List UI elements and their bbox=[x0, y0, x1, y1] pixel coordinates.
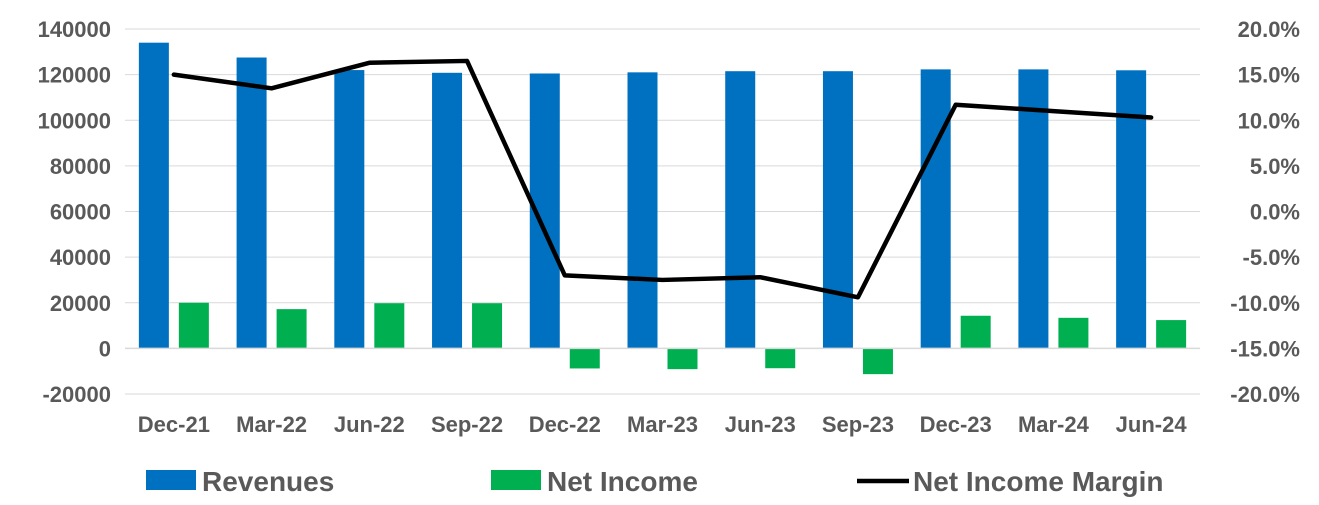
left-axis-ticks: -20000 0 20000 40000 60000 80000 100000 120000 1… bbox=[38, 17, 111, 407]
category-tick-label: Mar-24 bbox=[1018, 412, 1090, 437]
bar-revenues-dec-23 bbox=[920, 69, 951, 349]
bar-series bbox=[138, 42, 1187, 375]
left-tick-label: 80000 bbox=[50, 154, 111, 179]
category-tick-label: Dec-22 bbox=[529, 412, 601, 437]
left-tick-label: 40000 bbox=[50, 245, 111, 270]
bar-revenues-mar-23 bbox=[627, 72, 658, 349]
bar-net-income-jun-24 bbox=[1156, 320, 1187, 349]
category-tick-label: Mar-22 bbox=[236, 412, 307, 437]
category-tick-label: Dec-23 bbox=[920, 412, 992, 437]
line-series bbox=[171, 58, 1154, 300]
line-net-income-margin bbox=[171, 58, 1154, 300]
bar-net-income-mar-23 bbox=[667, 348, 698, 370]
left-tick-label: 140000 bbox=[38, 17, 111, 42]
left-tick-label: 60000 bbox=[50, 200, 111, 225]
bar-net-income-jun-22 bbox=[374, 303, 405, 349]
bar-net-income-mar-22 bbox=[276, 309, 307, 349]
gridlines bbox=[125, 28, 1200, 395]
bar-revenues-sep-23 bbox=[822, 71, 853, 349]
left-tick-label: 0 bbox=[99, 336, 111, 361]
category-tick-label: Jun-24 bbox=[1116, 412, 1188, 437]
right-tick-label: -15.0% bbox=[1230, 336, 1300, 361]
left-tick-label: 20000 bbox=[50, 291, 111, 316]
bar-net-income-mar-24 bbox=[1058, 317, 1089, 349]
category-tick-label: Jun-22 bbox=[334, 412, 405, 437]
category-axis-ticks: Dec-21 Mar-22 Jun-22 Sep-22 Dec-22 Mar-23 Jun-… bbox=[138, 412, 1188, 437]
legend-swatch-net-income bbox=[491, 470, 541, 490]
bar-net-income-jun-23 bbox=[765, 348, 796, 369]
legend-label-revenues: Revenues bbox=[202, 466, 334, 497]
category-tick-label: Sep-23 bbox=[822, 412, 894, 437]
bar-revenues-sep-22 bbox=[432, 72, 463, 349]
legend-label-net-income: Net Income bbox=[547, 466, 698, 497]
right-tick-label: 10.0% bbox=[1238, 108, 1300, 133]
right-tick-label: -10.0% bbox=[1230, 291, 1300, 316]
bar-net-income-sep-23 bbox=[862, 348, 893, 375]
bar-net-income-dec-22 bbox=[569, 348, 600, 369]
bar-revenues-jun-22 bbox=[334, 70, 365, 349]
right-tick-label: -20.0% bbox=[1230, 382, 1300, 407]
legend-swatch-revenues bbox=[146, 470, 196, 490]
right-tick-label: 5.0% bbox=[1250, 154, 1300, 179]
right-tick-label: -5.0% bbox=[1243, 245, 1300, 270]
right-axis-ticks: -20.0% -15.0% -10.0% -5.0% 0.0% 5.0% 10.0% 15.0… bbox=[1230, 17, 1300, 407]
left-tick-label: 120000 bbox=[38, 63, 111, 88]
bar-revenues-mar-22 bbox=[236, 57, 267, 349]
category-tick-label: Sep-22 bbox=[431, 412, 503, 437]
right-tick-label: 20.0% bbox=[1238, 17, 1300, 42]
right-tick-label: 15.0% bbox=[1238, 63, 1300, 88]
right-tick-label: 0.0% bbox=[1250, 200, 1300, 225]
legend: Revenues Net Income Net Income Margin bbox=[146, 466, 1163, 497]
legend-label-net-income-margin: Net Income Margin bbox=[913, 466, 1163, 497]
bar-revenues-jun-23 bbox=[725, 71, 756, 349]
category-tick-label: Mar-23 bbox=[627, 412, 698, 437]
bar-revenues-dec-21 bbox=[138, 42, 169, 349]
category-tick-label: Jun-23 bbox=[725, 412, 796, 437]
bar-revenues-mar-24 bbox=[1018, 69, 1049, 349]
bar-net-income-sep-22 bbox=[472, 303, 503, 349]
left-tick-label: 100000 bbox=[38, 108, 111, 133]
bar-revenues-jun-24 bbox=[1116, 70, 1147, 349]
category-tick-label: Dec-21 bbox=[138, 412, 210, 437]
bar-net-income-dec-21 bbox=[178, 302, 209, 349]
bar-net-income-dec-23 bbox=[960, 315, 991, 349]
left-tick-label: -20000 bbox=[42, 382, 111, 407]
